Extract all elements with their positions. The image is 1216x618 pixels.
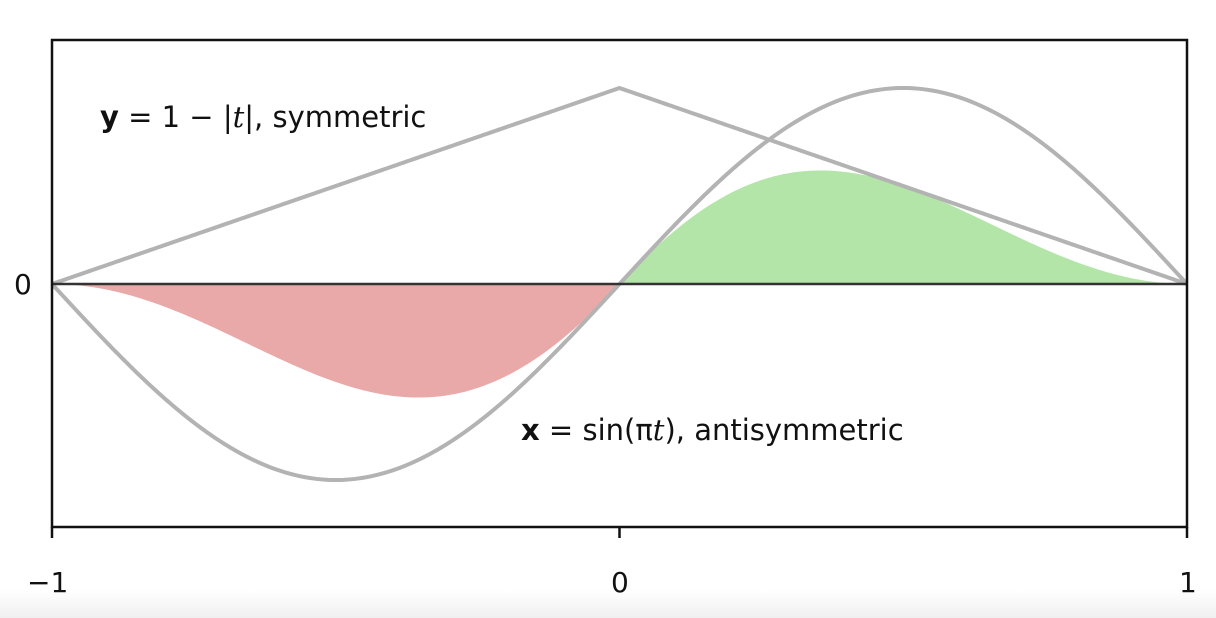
series-line-symmetric (51, 86, 1188, 286)
annotation-x-antisymmetric: x = sin(πt), antisymmetric (521, 413, 904, 447)
x-tick-label: −1 (27, 566, 69, 599)
annotation-y-symmetric: y = 1 − |t|, symmetric (100, 100, 427, 134)
y-tick-label: 0 (14, 268, 32, 301)
x-tick-label: 1 (1179, 566, 1197, 599)
positive-product-area (619, 170, 1187, 284)
x-tick-label: 0 (611, 566, 629, 599)
negative-product-area (52, 284, 620, 398)
